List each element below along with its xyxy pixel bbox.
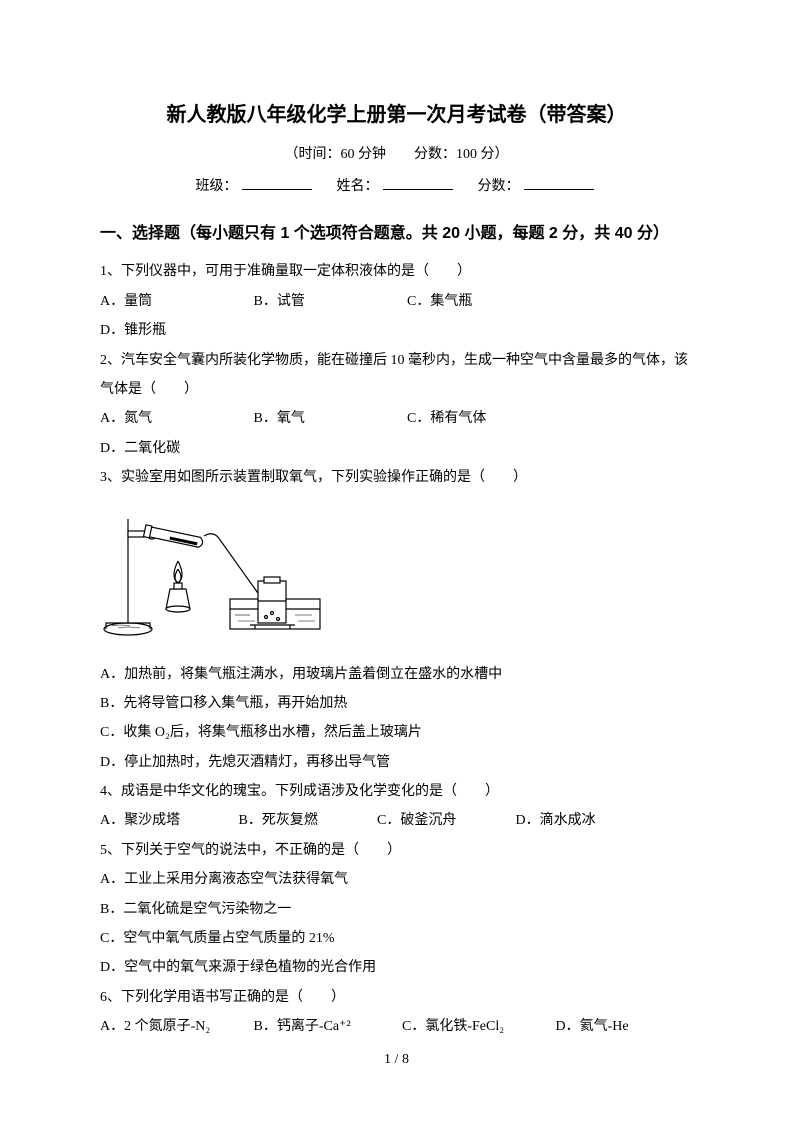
q6-opt-c: C．氯化铁-FeCl₂ [402,1012,552,1041]
q5-opt-a: A．工业上采用分离液态空气法获得氧气 [100,865,693,894]
name-blank[interactable] [383,176,453,190]
q2-opt-b: B．氧气 [254,404,404,433]
score-label: 分数： [478,179,520,194]
q3-opt-a: A．加热前，将集气瓶注满水，用玻璃片盖着倒立在盛水的水槽中 [100,660,693,689]
exam-title: 新人教版八年级化学上册第一次月考试卷（带答案） [100,95,693,135]
page-sep: / [391,1052,402,1067]
q1-opt-d: D．锥形瓶 [100,316,240,345]
name-label: 姓名： [337,179,379,194]
q6-text: 6、下列化学用语书写正确的是（ ） [100,983,693,1012]
q4-opt-b: B．死灰复燃 [239,806,374,835]
page-number: 1 / 8 [0,1046,793,1074]
score-blank[interactable] [524,176,594,190]
q2-text: 2、汽车安全气囊内所装化学物质，能在碰撞后 10 毫秒内，生成一种空气中含量最多… [100,346,693,405]
q2-opt-a: A．氮气 [100,404,250,433]
q4-opt-c: C．破釜沉舟 [377,806,512,835]
q4-opt-a: A．聚沙成塔 [100,806,235,835]
q1-opt-b: B．试管 [254,287,404,316]
page-current: 1 [384,1052,391,1067]
q4-text: 4、成语是中华文化的瑰宝。下列成语涉及化学变化的是（ ） [100,777,693,806]
q6-opt-d: D．氦气-He [556,1012,676,1041]
q5-opt-c: C．空气中氧气质量占空气质量的 21% [100,924,693,953]
q3-text: 3、实验室用如图所示装置制取氧气，下列实验操作正确的是（ ） [100,463,693,492]
info-line: 班级： 姓名： 分数： [100,173,693,201]
q4-opt-d: D．滴水成冰 [516,806,651,835]
section-1-header: 一、选择题（每小题只有 1 个选项符合题意。共 20 小题，每题 2 分，共 4… [100,215,693,253]
q6-opt-a: A．2 个氮原子-N₂ [100,1012,250,1041]
q1-opt-a: A．量筒 [100,287,250,316]
q2-options: A．氮气 B．氧气 C．稀有气体 D．二氧化碳 [100,404,693,463]
apparatus-diagram [100,501,693,652]
q5-text: 5、下列关于空气的说法中，不正确的是（ ） [100,836,693,865]
class-blank[interactable] [242,176,312,190]
q6-opt-b: B．钙离子-Ca⁺² [254,1012,399,1041]
class-label: 班级： [196,179,238,194]
q2-opt-d: D．二氧化碳 [100,434,240,463]
q2-opt-c: C．稀有气体 [407,404,557,433]
q5-opt-d: D．空气中的氧气来源于绿色植物的光合作用 [100,953,693,982]
q1-options: A．量筒 B．试管 C．集气瓶 D．锥形瓶 [100,287,693,346]
q1-opt-c: C．集气瓶 [407,287,557,316]
q5-opt-b: B．二氧化硫是空气污染物之一 [100,895,693,924]
q6-options: A．2 个氮原子-N₂ B．钙离子-Ca⁺² C．氯化铁-FeCl₂ D．氦气-… [100,1012,693,1041]
exam-subtitle: （时间：60 分钟 分数：100 分） [100,141,693,169]
q4-options: A．聚沙成塔 B．死灰复燃 C．破釜沉舟 D．滴水成冰 [100,806,693,835]
q3-opt-b: B．先将导管口移入集气瓶，再开始加热 [100,689,693,718]
q1-text: 1、下列仪器中，可用于准确量取一定体积液体的是（ ） [100,257,693,286]
q3-opt-c: C．收集 O₂后，将集气瓶移出水槽，然后盖上玻璃片 [100,718,693,747]
q3-opt-d: D．停止加热时，先熄灭酒精灯，再移出导气管 [100,748,693,777]
page-total: 8 [402,1052,409,1067]
